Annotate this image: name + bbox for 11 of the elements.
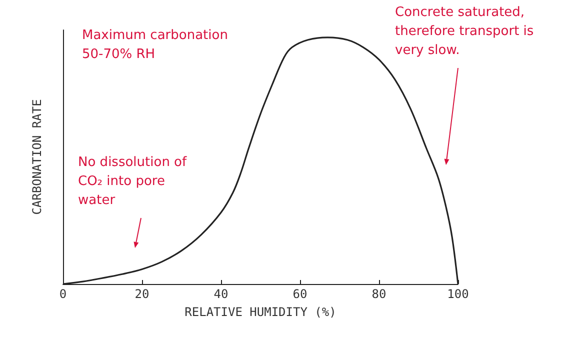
annotation: No dissolution of CO₂ into pore water [78, 155, 188, 208]
x-tick-label: 100 [447, 287, 469, 301]
x-axis-title: RELATIVE HUMIDITY (%) [184, 305, 336, 319]
annotation: Maximum carbonation 50-70% RH [82, 28, 228, 62]
x-tick-label: 0 [59, 287, 67, 301]
y-axis-title: CARBONATION RATE [30, 99, 44, 215]
annotation: Concrete saturated, therefore transport is very slow. [395, 5, 534, 58]
x-tick-label: 20 [134, 287, 150, 301]
x-tick-label: 60 [292, 287, 308, 301]
x-tick-label: 40 [214, 287, 228, 301]
x-tick-label: 80 [372, 287, 386, 301]
